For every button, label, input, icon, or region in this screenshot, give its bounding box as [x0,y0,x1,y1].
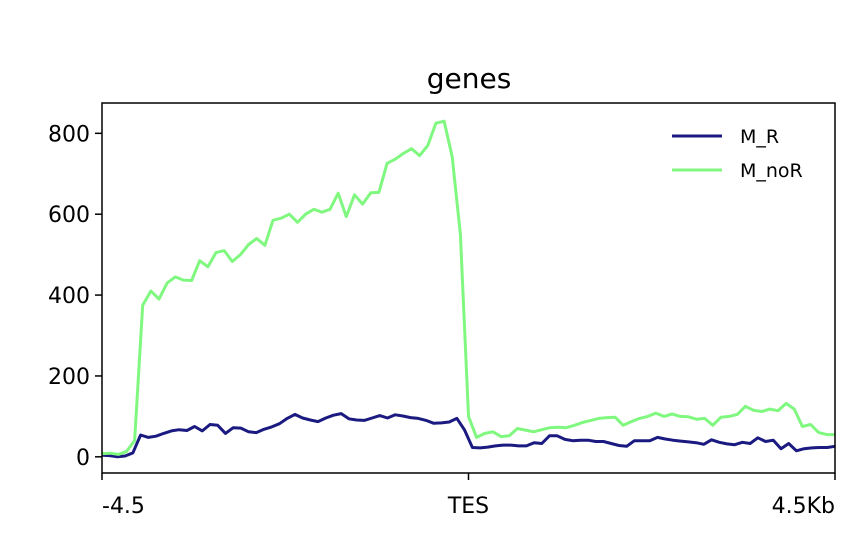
x-tick-label: -4.5 [102,494,145,519]
series-line-0 [101,412,836,459]
legend-label: M_R [740,126,779,148]
plot-area [101,119,836,459]
x-tick-label: 4.5Kb [772,494,835,519]
y-tick-label: 200 [48,365,90,390]
y-tick-label: 800 [48,122,90,147]
legend: M_R M_noR [672,126,803,182]
x-tick-label: TES [447,494,489,519]
y-axis: 0 200 400 600 800 [48,122,102,471]
legend-label: M_noR [740,160,803,182]
y-tick-label: 600 [48,203,90,228]
chart-title: genes [427,62,512,95]
y-tick-label: 400 [48,284,90,309]
y-tick-label: 0 [76,446,90,471]
series-line-1 [101,119,835,456]
x-axis: -4.5 TES 4.5Kb [101,473,836,519]
